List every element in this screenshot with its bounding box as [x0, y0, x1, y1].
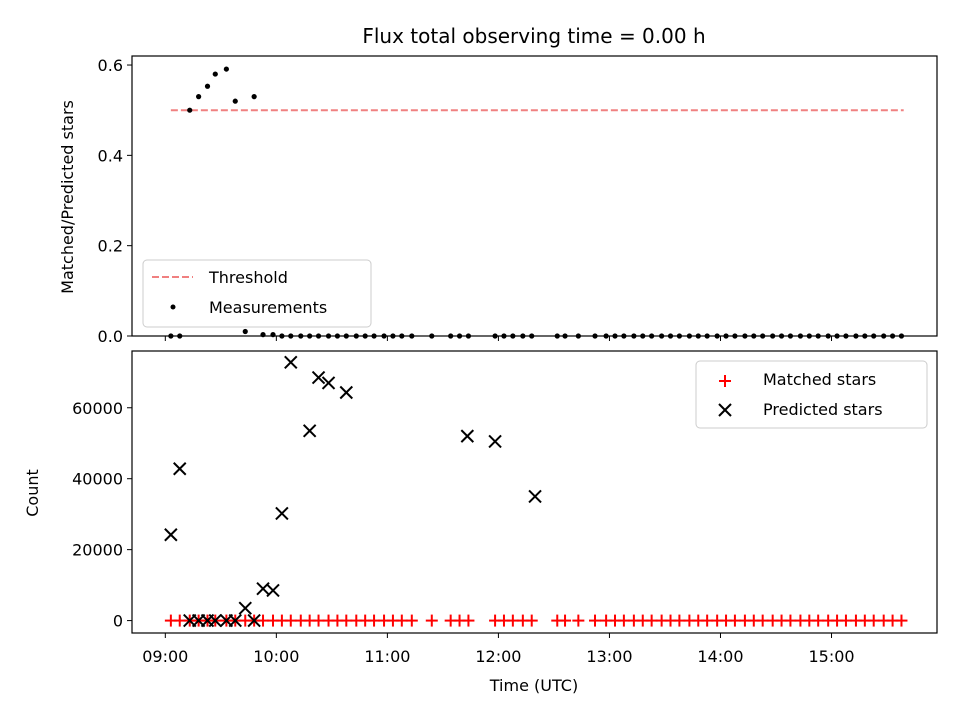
- predicted-star-point: [208, 613, 222, 628]
- x-tick-label: 14:00: [697, 647, 743, 666]
- predicted-star-point: [173, 462, 187, 476]
- matched-star-point: [525, 614, 538, 627]
- top-legend-box: [142, 259, 372, 328]
- top-y-tick-label: 0.0: [98, 327, 123, 346]
- predicted-star-point: [238, 601, 252, 615]
- measurement-point: [242, 328, 248, 335]
- matched-star-point: [559, 614, 572, 627]
- x-tick-label: 12:00: [475, 647, 521, 666]
- measurement-point: [223, 66, 229, 72]
- predicted-star-point: [339, 385, 354, 400]
- matched-legend-label: Matched stars: [763, 370, 876, 389]
- predicted-legend-label: Predicted stars: [763, 400, 883, 419]
- predicted-star-point: [275, 506, 289, 521]
- measurements-legend-swatch: [170, 304, 176, 310]
- predicted-legend-swatch: [718, 403, 732, 417]
- top-y-tick-label: 0.2: [98, 237, 123, 256]
- top-y-tick-label: 0.4: [98, 146, 123, 165]
- predicted-star-point: [247, 613, 261, 628]
- chart-title: Flux total observing time = 0.00 h: [362, 24, 705, 48]
- x-axis-label: Time (UTC): [489, 676, 578, 695]
- bottom-legend: Matched stars Predicted stars: [695, 360, 928, 429]
- bottom-ylabel: Count: [23, 469, 42, 517]
- x-tick-label: 11:00: [364, 647, 410, 666]
- measurement-point: [232, 98, 238, 104]
- measurement-point: [212, 71, 218, 77]
- measurements-legend-label: Measurements: [209, 298, 327, 317]
- matched-star-point: [405, 614, 418, 627]
- top-plot-frame: [131, 55, 938, 337]
- predicted-star-point: [311, 370, 326, 385]
- predicted-star-point: [284, 355, 298, 370]
- bottom-y-tick-label: 60000: [72, 399, 123, 418]
- bottom-y-tick-label: 20000: [72, 541, 123, 560]
- top-ylabel: Matched/Predicted stars: [58, 100, 77, 294]
- predicted-star-point: [488, 434, 502, 449]
- x-tick-label: 15:00: [808, 647, 854, 666]
- predicted-star-point: [164, 528, 178, 542]
- matched-star-point: [572, 614, 585, 627]
- x-tick-label: 09:00: [142, 647, 188, 666]
- predicted-star-point: [528, 489, 542, 504]
- top-panel: 0.0 0.2 0.4 0.6 Matched/Predicted stars Thr…: [58, 55, 938, 346]
- bottom-y-tick-label: 0: [113, 612, 123, 631]
- measurement-point: [204, 83, 211, 89]
- predicted-star-point: [228, 613, 242, 628]
- matched-star-point: [462, 614, 475, 627]
- top-y-tick-label: 0.6: [98, 56, 123, 75]
- x-tick-label: 10:00: [253, 647, 299, 666]
- matched-star-point: [895, 614, 908, 627]
- threshold-legend-label: Threshold: [208, 268, 288, 287]
- predicted-star-point: [321, 376, 336, 390]
- bottom-panel: 09:00 10:00 11:00 12:00 13:00 14:00 15:00 0 2000…: [23, 350, 938, 695]
- top-legend: Threshold Measurements: [142, 259, 372, 328]
- bottom-y-tick-label: 40000: [72, 470, 123, 489]
- bottom-legend-box: [695, 360, 928, 429]
- matched-star-point: [589, 614, 602, 627]
- predicted-star-point: [266, 583, 280, 598]
- measurement-point: [251, 94, 257, 100]
- matched-legend-swatch: [719, 375, 731, 387]
- matched-star-point: [425, 614, 438, 627]
- x-tick-label: 13:00: [586, 647, 632, 666]
- predicted-star-point: [460, 429, 475, 443]
- predicted-star-point: [302, 424, 317, 438]
- measurement-point: [196, 94, 202, 100]
- bottom-plot-frame: [131, 350, 938, 634]
- measurement-point: [187, 107, 193, 113]
